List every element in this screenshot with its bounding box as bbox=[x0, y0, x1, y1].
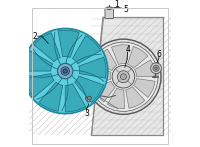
Wedge shape bbox=[65, 84, 86, 112]
Wedge shape bbox=[25, 74, 54, 97]
Wedge shape bbox=[107, 88, 125, 109]
Wedge shape bbox=[79, 57, 106, 78]
FancyBboxPatch shape bbox=[105, 8, 113, 19]
Circle shape bbox=[63, 69, 67, 73]
Circle shape bbox=[83, 92, 96, 104]
Wedge shape bbox=[91, 66, 111, 83]
Wedge shape bbox=[134, 79, 155, 97]
Wedge shape bbox=[127, 46, 148, 68]
Circle shape bbox=[120, 74, 126, 80]
Text: 5: 5 bbox=[123, 5, 128, 14]
Text: 6: 6 bbox=[156, 50, 161, 59]
Wedge shape bbox=[24, 51, 53, 71]
Wedge shape bbox=[39, 82, 63, 111]
Circle shape bbox=[23, 29, 108, 114]
Wedge shape bbox=[93, 81, 115, 102]
Wedge shape bbox=[95, 49, 117, 71]
FancyBboxPatch shape bbox=[107, 7, 111, 10]
Wedge shape bbox=[72, 36, 101, 64]
Polygon shape bbox=[91, 17, 163, 135]
Circle shape bbox=[155, 67, 157, 70]
Wedge shape bbox=[135, 60, 155, 77]
Circle shape bbox=[153, 65, 159, 71]
Wedge shape bbox=[58, 30, 79, 57]
Circle shape bbox=[87, 96, 91, 100]
Circle shape bbox=[58, 63, 73, 79]
Circle shape bbox=[151, 63, 161, 74]
Circle shape bbox=[86, 94, 93, 102]
Text: 1: 1 bbox=[115, 0, 119, 9]
Wedge shape bbox=[126, 87, 145, 108]
Wedge shape bbox=[75, 76, 104, 102]
Circle shape bbox=[117, 71, 129, 83]
Text: 2: 2 bbox=[32, 32, 37, 41]
Wedge shape bbox=[34, 33, 60, 62]
Circle shape bbox=[61, 67, 69, 75]
Text: 4: 4 bbox=[125, 45, 130, 54]
Circle shape bbox=[112, 65, 135, 88]
Text: 3: 3 bbox=[84, 109, 89, 118]
Circle shape bbox=[89, 42, 158, 111]
Wedge shape bbox=[111, 45, 129, 65]
